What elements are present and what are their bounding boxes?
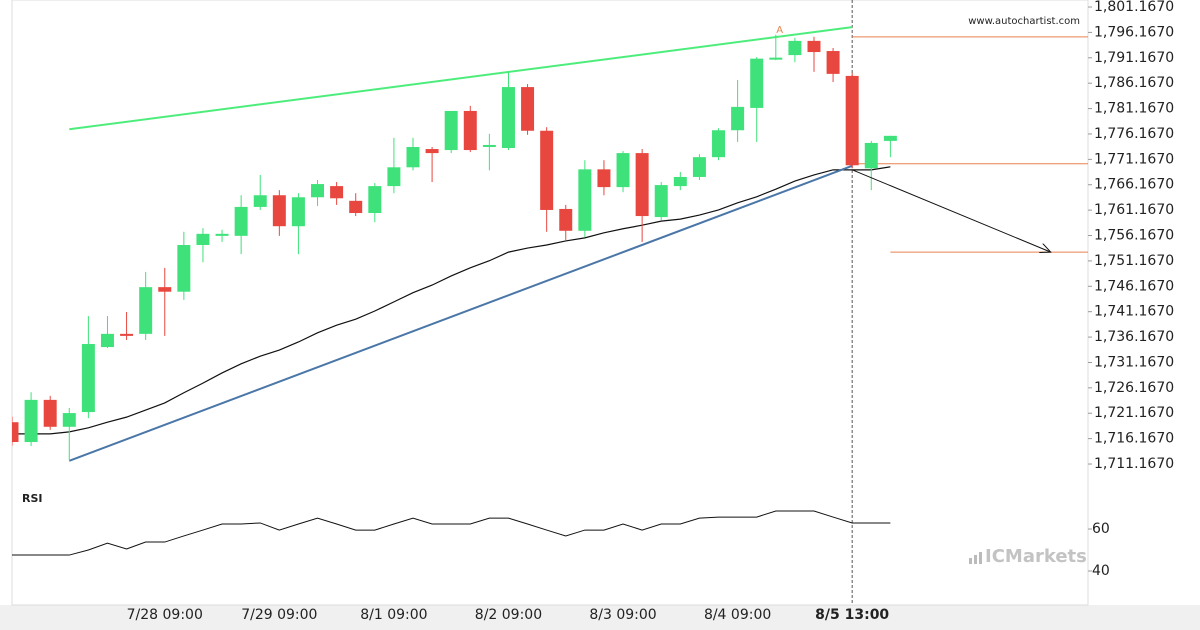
x-tick-label: 8/5 13:00 [815, 607, 889, 623]
candle-body [368, 186, 382, 214]
candle-body [253, 195, 267, 207]
indicator-label: RSI [22, 492, 43, 505]
y-tick-label: 1,786.1670 [1094, 75, 1174, 91]
x-tick-label: 7/29 09:00 [241, 607, 317, 623]
y-tick-label: 1,776.1670 [1094, 126, 1174, 142]
y-tick-label: 1,741.1670 [1094, 304, 1174, 320]
candle-body [673, 176, 687, 187]
y-tick-label: 1,796.1670 [1094, 24, 1174, 40]
projection-arrow [851, 169, 1051, 252]
candle-body [597, 169, 611, 188]
candle-body [692, 157, 706, 177]
candle-body [311, 184, 325, 198]
candle-body [62, 413, 76, 427]
x-tick-label: 8/2 09:00 [475, 607, 542, 623]
candle-body [712, 130, 726, 158]
plot-area: A [12, 0, 1088, 605]
y-tick-label: 1,771.1670 [1094, 151, 1174, 167]
candle-body [272, 195, 286, 227]
candle-body [883, 135, 897, 141]
candle-body [731, 106, 745, 131]
candle-body [406, 147, 420, 168]
candle-body [120, 333, 134, 336]
candle-body [750, 58, 764, 108]
candle-body [425, 149, 439, 154]
candle-body [616, 153, 630, 188]
candle-body [482, 144, 496, 147]
candle-body [43, 399, 57, 427]
candle-body [139, 287, 153, 334]
axes: 1,801.1670 1,796.1670 1,791.1670 1,786.1670… [127, 0, 1175, 623]
y-tick-label: 1,721.1670 [1094, 405, 1174, 421]
moving-average [12, 166, 891, 435]
y-tick-label: 1,751.1670 [1094, 253, 1174, 269]
candle-body [444, 110, 458, 151]
y-tick-label: 1,716.1670 [1094, 431, 1174, 447]
candle-body [349, 200, 363, 214]
y-tick-label: 1,756.1670 [1094, 228, 1174, 244]
rsi-tick-label: 60 [1092, 521, 1110, 537]
candle-body [845, 75, 859, 166]
candle-body [387, 167, 401, 187]
y-tick-label: 1,736.1670 [1094, 329, 1174, 345]
x-tick-label: 8/4 09:00 [704, 607, 771, 623]
candle-body [463, 110, 477, 151]
y-tick-label: 1,781.1670 [1094, 101, 1174, 117]
trendline [68, 164, 853, 462]
candle-body [196, 233, 210, 245]
candle-body [291, 197, 305, 227]
rsi-line [12, 510, 891, 556]
x-tick-label: 8/3 09:00 [589, 607, 656, 623]
trendline [69, 26, 853, 131]
candle-body [158, 287, 172, 292]
x-tick-label: 8/1 09:00 [360, 607, 427, 623]
plot-frame [11, 0, 1089, 606]
y-tick-label: 1,726.1670 [1094, 380, 1174, 396]
logo: ICMarkets [985, 546, 1087, 567]
candle-body [330, 186, 344, 199]
candle-body [788, 40, 802, 56]
candle-body [521, 87, 535, 131]
y-tick-label: 1,801.1670 [1094, 0, 1174, 15]
x-axis-band [0, 605, 1200, 630]
rsi-tick-label: 40 [1092, 563, 1110, 579]
candle-body [807, 40, 821, 53]
y-tick-label: 1,731.1670 [1094, 354, 1174, 370]
candle-body [81, 344, 95, 413]
candle-body [654, 185, 668, 218]
logo-icon [969, 552, 982, 564]
candle-body [769, 57, 783, 60]
candle-body [578, 169, 592, 231]
x-tick-label: 7/28 09:00 [127, 607, 203, 623]
y-tick-label: 1,791.1670 [1094, 50, 1174, 66]
pattern-label: A [776, 25, 783, 36]
y-tick-label: 1,711.1670 [1094, 456, 1174, 472]
y-tick-label: 1,761.1670 [1094, 202, 1174, 218]
watermark: www.autochartist.com [968, 16, 1080, 27]
candle-body [234, 206, 248, 236]
candle-body [215, 233, 229, 236]
candle-body [826, 51, 840, 74]
candle-body [100, 333, 114, 348]
candle-body [24, 399, 38, 443]
y-tick-label: 1,766.1670 [1094, 177, 1174, 193]
candle-body [635, 153, 649, 217]
candle-body [864, 142, 878, 169]
candle-body [540, 130, 554, 210]
candle-body [12, 422, 19, 443]
y-tick-label: 1,746.1670 [1094, 278, 1174, 294]
candle-body [177, 245, 191, 292]
candle-body [501, 87, 515, 149]
candle-body [559, 208, 573, 231]
